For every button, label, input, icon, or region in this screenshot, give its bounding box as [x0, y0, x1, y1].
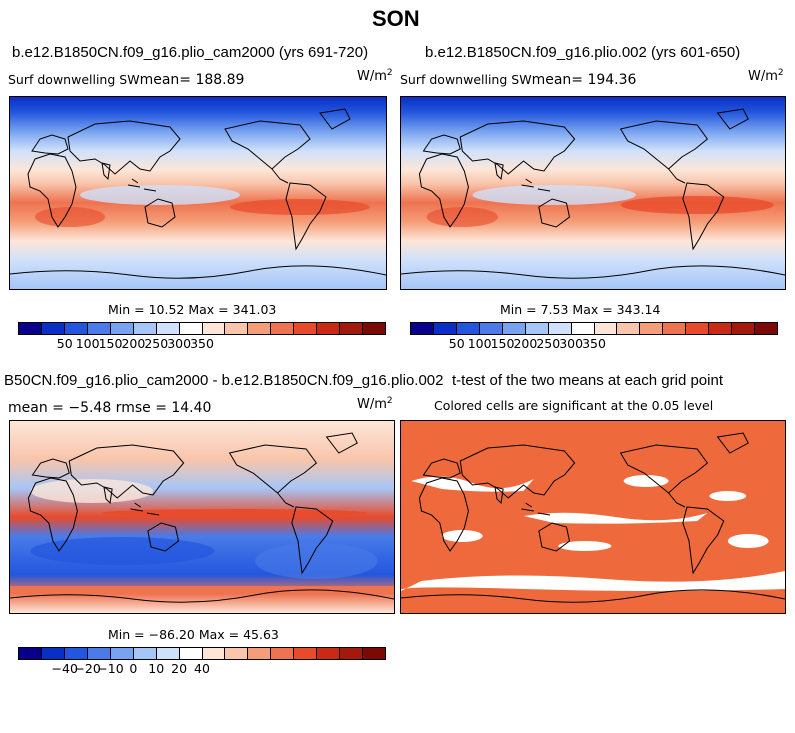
- top-right-colorbar-tick-label: 250: [536, 336, 561, 351]
- top-right-colorbar-swatch: [433, 323, 457, 334]
- bottom-left-colorbar-swatch: [41, 648, 65, 659]
- bottom-left-colorbar-swatch: [19, 648, 42, 659]
- bottom-right-subtitle: Colored cells are significant at the 0.0…: [434, 398, 714, 413]
- bottom-left-units: W/m2: [357, 396, 393, 412]
- bottom-right-map: [400, 420, 786, 614]
- top-left-variable: Surf downwelling SWmean= 188.89: [8, 72, 245, 88]
- top-right-colorbar-swatch: [755, 323, 777, 334]
- top-left-colorbar-swatch: [202, 323, 226, 334]
- bottom-left-colorbar-swatch: [87, 648, 111, 659]
- top-left-colorbar-swatch: [41, 323, 65, 334]
- top-left-colorbar-swatch: [110, 323, 134, 334]
- top-left-map: [9, 96, 387, 290]
- top-left-case-title: b.e12.B1850CN.f09_g16.plio_cam2000 (yrs …: [12, 44, 369, 61]
- bottom-left-colorbar-swatch: [225, 648, 249, 659]
- top-left-minmax: Min = 10.52 Max = 341.03: [108, 302, 277, 317]
- top-left-colorbar-tick-label: 50: [56, 336, 73, 351]
- top-right-colorbar-swatch: [640, 323, 664, 334]
- page-title: SON: [372, 6, 420, 31]
- bottom-left-colorbar-swatch: [340, 648, 364, 659]
- top-right-colorbar-swatch: [411, 323, 434, 334]
- top-left-colorbar-tick-label: 300: [167, 336, 192, 351]
- bottom-left-colorbar-swatch: [110, 648, 134, 659]
- top-right-colorbar-swatch: [525, 323, 549, 334]
- bottom-left-colorbar-swatch: [133, 648, 157, 659]
- top-left-colorbar-tick-label: 100: [75, 336, 100, 351]
- bottom-left-colorbar-swatch: [363, 648, 385, 659]
- bottom-left-map: [9, 420, 395, 614]
- top-right-colorbar-swatch: [479, 323, 503, 334]
- top-left-colorbar-swatch: [179, 323, 203, 334]
- top-right-case-title: b.e12.B1850CN.f09_g16.plio.002 (yrs 601-…: [425, 44, 741, 61]
- bottom-left-colorbar-tick-label: 20: [171, 661, 188, 676]
- top-left-colorbar-swatch: [271, 323, 295, 334]
- bottom-left-stats: mean = −5.48 rmse = 14.40: [8, 400, 212, 416]
- top-right-colorbar-swatch: [594, 323, 618, 334]
- bottom-left-colorbar-swatch: [156, 648, 180, 659]
- bottom-left-case-title: B50CN.f09_g16.plio_cam2000 - b.e12.B1850…: [4, 372, 444, 389]
- top-left-colorbar-swatch: [156, 323, 180, 334]
- top-left-colorbar-swatch: [294, 323, 318, 334]
- top-left-colorbar-tick-label: 150: [98, 336, 123, 351]
- top-left-colorbar-swatch: [317, 323, 341, 334]
- bottom-left-colorbar-swatch: [64, 648, 88, 659]
- top-right-colorbar-tick-label: 200: [513, 336, 538, 351]
- top-left-colorbar-swatch: [64, 323, 88, 334]
- top-right-variable: Surf downwelling SWmean= 194.36: [400, 72, 637, 88]
- top-right-map: [400, 96, 786, 290]
- bottom-left-colorbar-tick-label: −10: [97, 661, 124, 676]
- bottom-left-colorbar-tick-label: 10: [148, 661, 165, 676]
- top-left-colorbar: [18, 322, 386, 335]
- top-left-colorbar-swatch: [248, 323, 272, 334]
- top-left-colorbar-tick-label: 350: [190, 336, 214, 351]
- bottom-left-colorbar-tick-label: 40: [194, 661, 210, 676]
- bottom-left-colorbar-swatch: [271, 648, 295, 659]
- bottom-left-colorbar-swatch: [202, 648, 226, 659]
- top-right-colorbar-swatch: [502, 323, 526, 334]
- top-right-colorbar: [410, 322, 778, 335]
- bottom-left-colorbar-swatch: [179, 648, 203, 659]
- top-right-colorbar-tick-label: 150: [490, 336, 515, 351]
- top-left-colorbar-swatch: [87, 323, 111, 334]
- top-left-colorbar-tick-label: 250: [144, 336, 169, 351]
- top-left-units: W/m2: [357, 68, 393, 84]
- top-left-colorbar-tick-label: 200: [121, 336, 146, 351]
- top-left-colorbar-swatch: [363, 323, 385, 334]
- top-left-colorbar-swatch: [133, 323, 157, 334]
- bottom-left-colorbar-tick-label: −20: [74, 661, 101, 676]
- top-right-colorbar-swatch: [456, 323, 480, 334]
- top-left-colorbar-swatch: [340, 323, 364, 334]
- top-left-colorbar-swatch: [19, 323, 42, 334]
- bottom-left-colorbar-swatch: [294, 648, 318, 659]
- top-right-units: W/m2: [748, 68, 784, 84]
- top-right-colorbar-swatch: [571, 323, 595, 334]
- bottom-left-colorbar-tick-label: 0: [129, 661, 138, 676]
- bottom-left-colorbar-swatch: [317, 648, 341, 659]
- bottom-left-minmax: Min = −86.20 Max = 45.63: [108, 627, 279, 642]
- top-right-colorbar-swatch: [663, 323, 687, 334]
- top-right-colorbar-tick-label: 350: [582, 336, 606, 351]
- bottom-right-title: t-test of the two means at each grid poi…: [452, 372, 723, 389]
- bottom-left-colorbar-swatch: [248, 648, 272, 659]
- top-left-colorbar-swatch: [225, 323, 249, 334]
- top-right-colorbar-swatch: [548, 323, 572, 334]
- top-right-colorbar-swatch: [617, 323, 641, 334]
- top-right-colorbar-swatch: [732, 323, 756, 334]
- bottom-left-colorbar-tick-label: −40: [51, 661, 78, 676]
- top-right-colorbar-swatch: [709, 323, 733, 334]
- top-right-colorbar-tick-label: 300: [559, 336, 584, 351]
- top-right-colorbar-tick-label: 100: [467, 336, 492, 351]
- top-right-minmax: Min = 7.53 Max = 343.14: [500, 302, 661, 317]
- top-right-colorbar-tick-label: 50: [448, 336, 465, 351]
- bottom-left-colorbar: [18, 647, 386, 660]
- top-right-colorbar-swatch: [686, 323, 710, 334]
